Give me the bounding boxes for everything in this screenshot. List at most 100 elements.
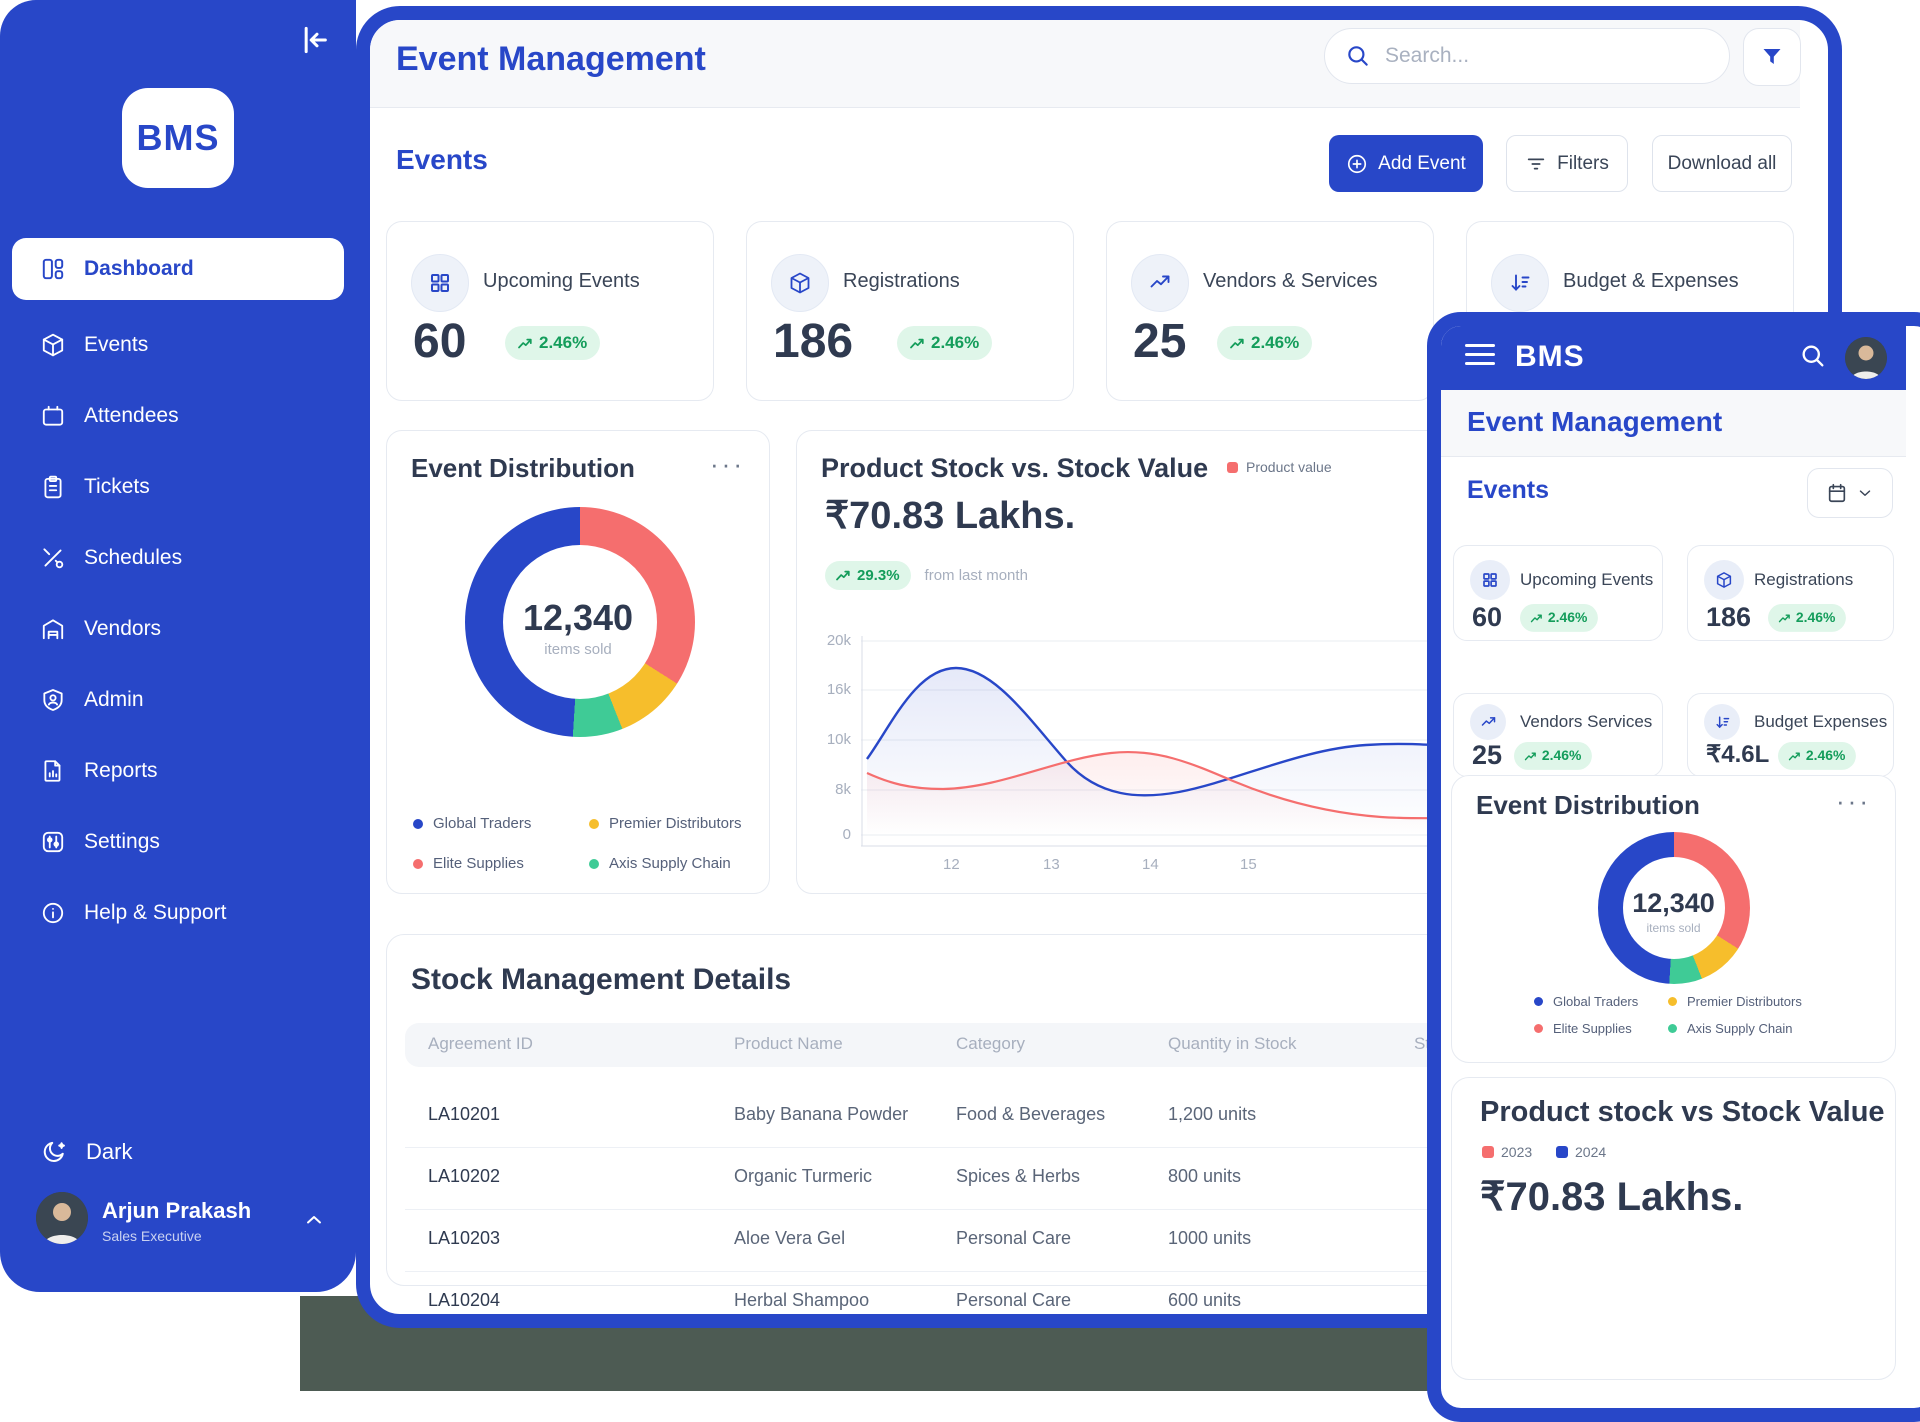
chevron-up-icon [302, 1208, 326, 1232]
x-tick: 14 [1142, 856, 1159, 873]
filters-button[interactable]: Filters [1506, 135, 1628, 192]
collapse-icon [292, 20, 332, 60]
sidebar-item-schedules[interactable]: Schedules [12, 522, 344, 593]
donut-subtitle: items sold [544, 641, 612, 658]
mobile-event-distribution-card: Event Distribution ··· 12,340 items sold… [1451, 775, 1896, 1063]
sort-descending-icon [1491, 254, 1549, 312]
sliders-icon [40, 829, 66, 855]
table-row[interactable]: LA10201 Baby Banana Powder Food & Bevera… [405, 1085, 1777, 1148]
filters-label: Filters [1557, 152, 1609, 174]
donut-subtitle: items sold [1646, 921, 1701, 935]
bms-logo: BMS [122, 88, 234, 188]
stat-label: Registrations [843, 270, 960, 292]
sidebar-item-tickets[interactable]: Tickets [12, 451, 344, 522]
table-row[interactable]: LA10203 Aloe Vera Gel Personal Care 1000… [405, 1209, 1777, 1272]
user-profile[interactable]: Arjun Prakash Sales Executive [36, 1192, 326, 1262]
sidebar-collapse-button[interactable] [292, 20, 332, 60]
sidebar-item-admin[interactable]: Admin [12, 664, 344, 735]
stat-value: 60 [1472, 602, 1503, 632]
y-tick: 20k [826, 632, 851, 649]
sidebar-item-label: Admin [84, 687, 144, 711]
filter-button[interactable] [1743, 28, 1801, 86]
legend-elite-supplies: Elite Supplies [1534, 1021, 1632, 1036]
table-row[interactable]: LA10202 Organic Turmeric Spices & Herbs … [405, 1147, 1777, 1210]
product-value-legend: Product value [1227, 459, 1332, 475]
stat-value: 186 [1706, 602, 1752, 632]
more-menu-icon[interactable]: ··· [1836, 786, 1871, 816]
chart-title: Event Distribution [411, 453, 635, 483]
mobile-stat-vendors-services[interactable]: Vendors Services 25 2.46% [1453, 693, 1663, 777]
mobile-calendar-dropdown[interactable] [1807, 468, 1893, 518]
download-all-button[interactable]: Download all [1652, 135, 1792, 192]
x-tick: 15 [1240, 856, 1257, 873]
sidebar-item-dashboard[interactable]: Dashboard [12, 238, 344, 300]
mobile-stat-budget-expenses[interactable]: Budget Expenses ₹4.6L 2.46% [1687, 693, 1894, 777]
stat-label: Budget & Expenses [1563, 270, 1739, 292]
stat-card-registrations[interactable]: Registrations 186 2.46% [746, 221, 1074, 401]
user-role: Sales Executive [102, 1228, 202, 1244]
stat-label: Upcoming Events [1520, 570, 1654, 589]
sidebar-item-label: Tickets [84, 474, 150, 498]
stat-delta-badge: 2.46% [1778, 742, 1857, 770]
search-icon [1345, 43, 1371, 69]
legend-global-traders: Global Traders [413, 815, 531, 832]
table-row[interactable]: LA10204 Herbal Shampoo Personal Care 600… [428, 1290, 1448, 1310]
stock-line-chart [861, 636, 1461, 847]
mobile-avatar[interactable] [1845, 337, 1887, 379]
sidebar-item-events[interactable]: Events [12, 309, 344, 380]
mobile-donut [1598, 832, 1750, 984]
cube-icon [771, 254, 829, 312]
dark-label: Dark [86, 1139, 133, 1164]
headline-value: ₹70.83 Lakhs. [1480, 1175, 1744, 1219]
sidebar-item-help-support[interactable]: Help & Support [12, 877, 344, 948]
more-menu-icon[interactable]: ··· [710, 449, 745, 479]
sidebar-item-settings[interactable]: Settings [12, 806, 344, 877]
mobile-stat-upcoming-events[interactable]: Upcoming Events 60 2.46% [1453, 545, 1663, 641]
sidebar-item-label: Events [84, 332, 149, 356]
grid-icon [411, 254, 469, 312]
stat-delta-badge: 2.46% [1514, 742, 1593, 770]
delta-badge: 29.3% [825, 561, 911, 590]
sidebar-item-reports[interactable]: Reports [12, 735, 344, 806]
page-title: Event Management [396, 40, 706, 78]
hamburger-menu-icon[interactable] [1465, 344, 1495, 365]
table-title: Stock Management Details [411, 963, 792, 996]
legend-premier-distributors: Premier Distributors [589, 815, 742, 832]
stat-card-upcoming-events[interactable]: Upcoming Events 60 2.46% [386, 221, 714, 401]
stat-label: Registrations [1754, 570, 1854, 589]
add-event-button[interactable]: Add Event [1329, 135, 1483, 192]
stat-delta-badge: 2.46% [897, 326, 993, 360]
mobile-header: BMS [1441, 326, 1906, 390]
mobile-search-icon[interactable] [1799, 342, 1827, 370]
sidebar-item-attendees[interactable]: Attendees [12, 380, 344, 451]
download-all-label: Download all [1667, 152, 1777, 174]
search-input[interactable] [1383, 43, 1687, 69]
chevron-down-icon [1856, 484, 1874, 502]
legend-2023: 2023 [1482, 1144, 1532, 1160]
plus-circle-icon [1346, 153, 1368, 175]
column-header: Agreement ID [428, 1034, 533, 1053]
events-section-title: Events [396, 144, 488, 175]
stat-delta-badge: 2.46% [1520, 604, 1599, 632]
grid-icon [1470, 560, 1510, 600]
sidebar-item-label: Reports [84, 758, 158, 782]
cube-icon [40, 332, 66, 358]
legend-global-traders: Global Traders [1534, 994, 1638, 1009]
stat-value: 186 [773, 315, 854, 368]
stat-card-vendors-services[interactable]: Vendors & Services 25 2.46% [1106, 221, 1434, 401]
stat-label: Upcoming Events [483, 270, 640, 292]
legend-2024: 2024 [1556, 1144, 1606, 1160]
chart-title: Product Stock vs. Stock Value [821, 453, 1209, 483]
logo-text: BMS [136, 117, 220, 158]
legend-elite-supplies: Elite Supplies [413, 855, 524, 872]
search-box[interactable] [1324, 28, 1730, 84]
donut-total: 12,340 [1632, 888, 1715, 918]
y-tick: 16k [826, 681, 851, 698]
mobile-stat-registrations[interactable]: Registrations 186 2.46% [1687, 545, 1894, 641]
donut-total: 12,340 [522, 597, 634, 638]
column-header: Category [956, 1034, 1025, 1053]
mobile-brand: BMS [1515, 340, 1585, 373]
dark-mode-toggle[interactable]: Dark [40, 1138, 132, 1166]
sidebar-item-vendors[interactable]: Vendors [12, 593, 344, 664]
sidebar-item-label: Help & Support [84, 900, 227, 924]
